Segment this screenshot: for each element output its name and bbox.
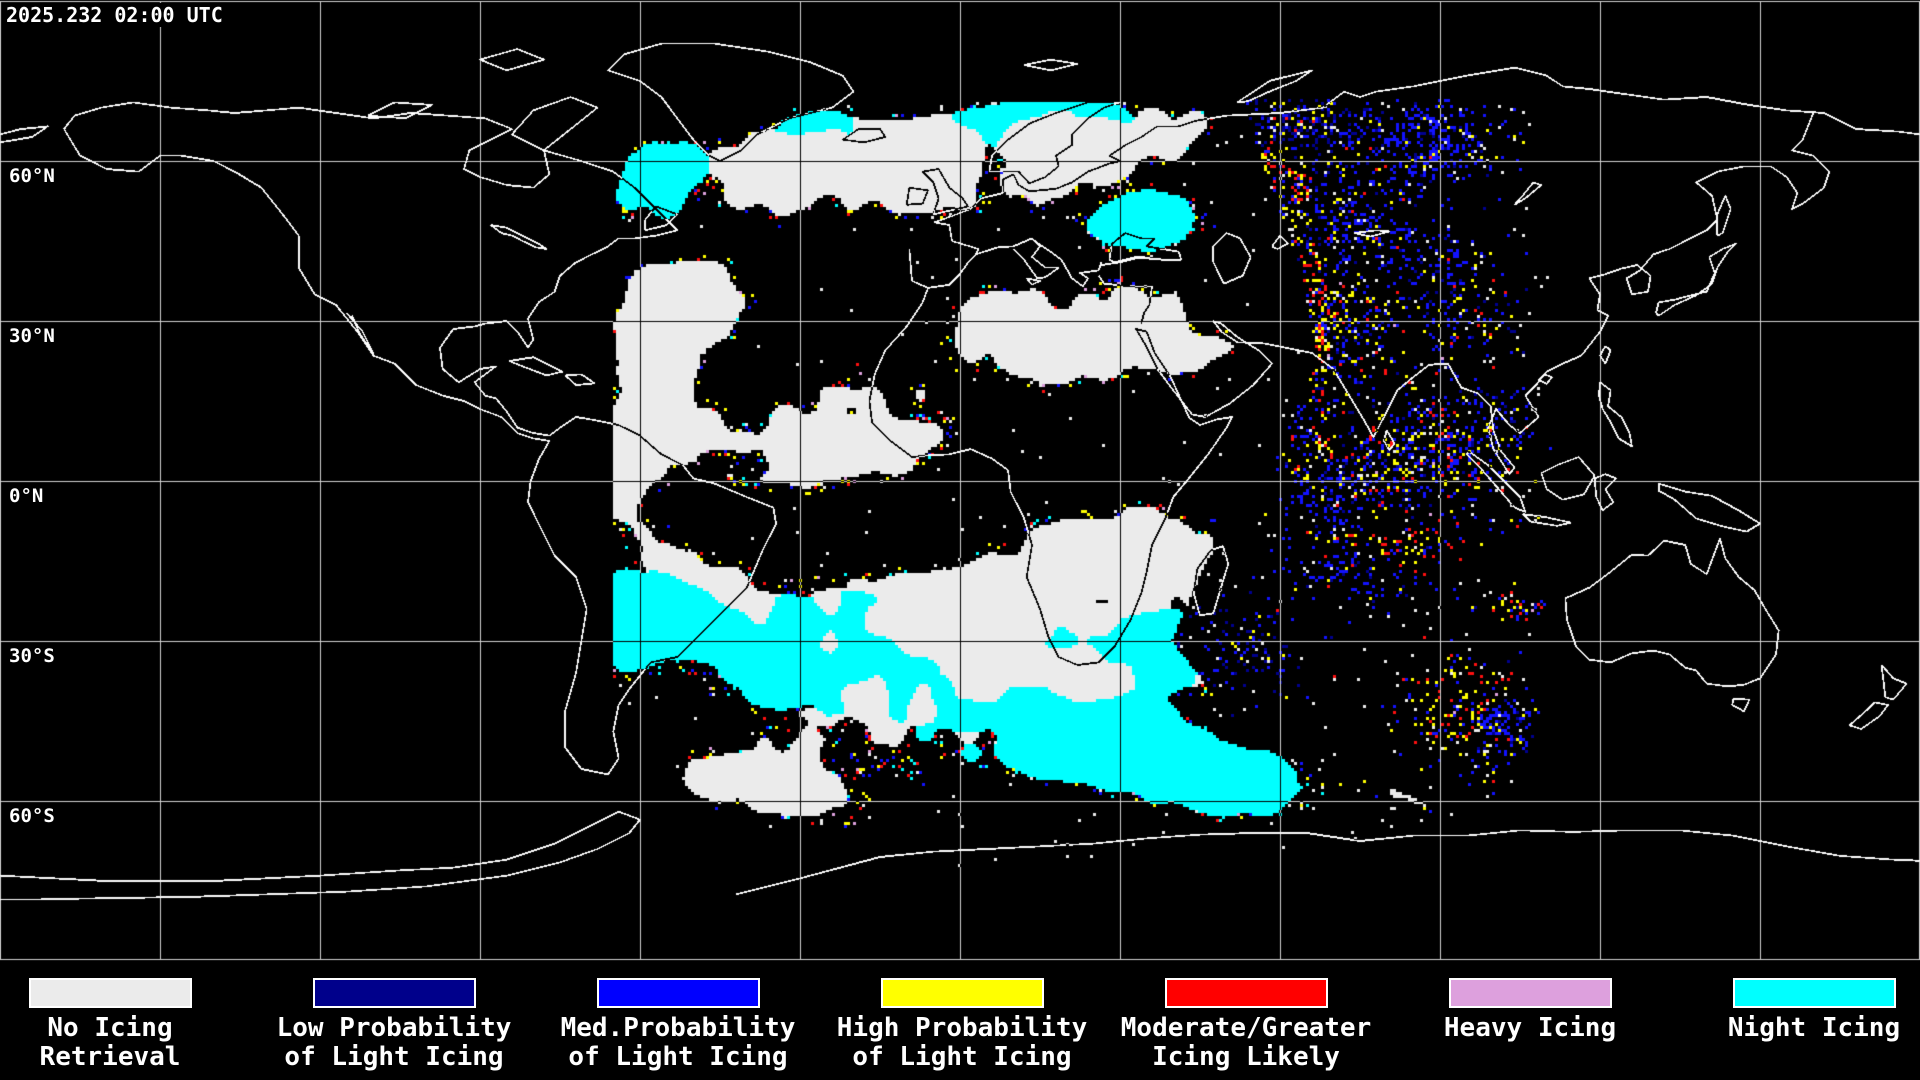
legend-item-low-probability: Low Probability of Light Icing <box>257 962 531 1072</box>
legend-label-line: Moderate/Greater <box>1120 1013 1372 1043</box>
legend-item-heavy-icing: Heavy Icing <box>1393 962 1667 1043</box>
legend-swatch-med-probability <box>596 978 760 1008</box>
legend-item-high-probability: High Probability of Light Icing <box>825 962 1099 1072</box>
lat-label-0n: 0°N <box>6 485 47 507</box>
legend-label-line: High Probability <box>836 1013 1088 1043</box>
legend-item-med-probability: Med.Probability of Light Icing <box>541 962 815 1072</box>
legend-swatch-low-probability <box>312 978 476 1008</box>
legend-label-line: Night Icing <box>1727 1013 1901 1043</box>
legend-label-line: of Light Icing <box>284 1042 504 1072</box>
legend-item-moderate-greater: Moderate/Greater Icing Likely <box>1109 962 1383 1072</box>
lat-label-60n: 60°N <box>6 165 58 187</box>
legend-label-line: of Light Icing <box>568 1042 788 1072</box>
legend: No Icing Retrieval Low Probability of Ligh… <box>0 962 1920 1080</box>
legend-swatch-night-icing <box>1732 978 1896 1008</box>
legend-swatch-moderate-greater <box>1164 978 1328 1008</box>
legend-label-line: Med.Probability <box>560 1013 796 1043</box>
legend-label-line: Low Probability <box>276 1013 512 1043</box>
legend-label-line: of Light Icing <box>852 1042 1072 1072</box>
lat-label-60s: 60°S <box>6 805 58 827</box>
legend-swatch-high-probability <box>880 978 1044 1008</box>
legend-swatch-no-icing <box>28 978 192 1008</box>
world-map-canvas <box>0 0 1920 962</box>
legend-label-line: Icing Likely <box>1152 1042 1340 1072</box>
legend-item-night-icing: Night Icing <box>1677 962 1920 1043</box>
timestamp: 2025.232 02:00 UTC <box>4 3 227 27</box>
lat-label-30s: 30°S <box>6 645 58 667</box>
legend-label-line: No Icing <box>47 1013 173 1043</box>
legend-swatch-heavy-icing <box>1448 978 1612 1008</box>
legend-label-line: Heavy Icing <box>1443 1013 1617 1043</box>
legend-label-line: Retrieval <box>39 1042 181 1072</box>
legend-item-no-icing: No Icing Retrieval <box>0 962 247 1072</box>
lat-label-30n: 30°N <box>6 325 58 347</box>
